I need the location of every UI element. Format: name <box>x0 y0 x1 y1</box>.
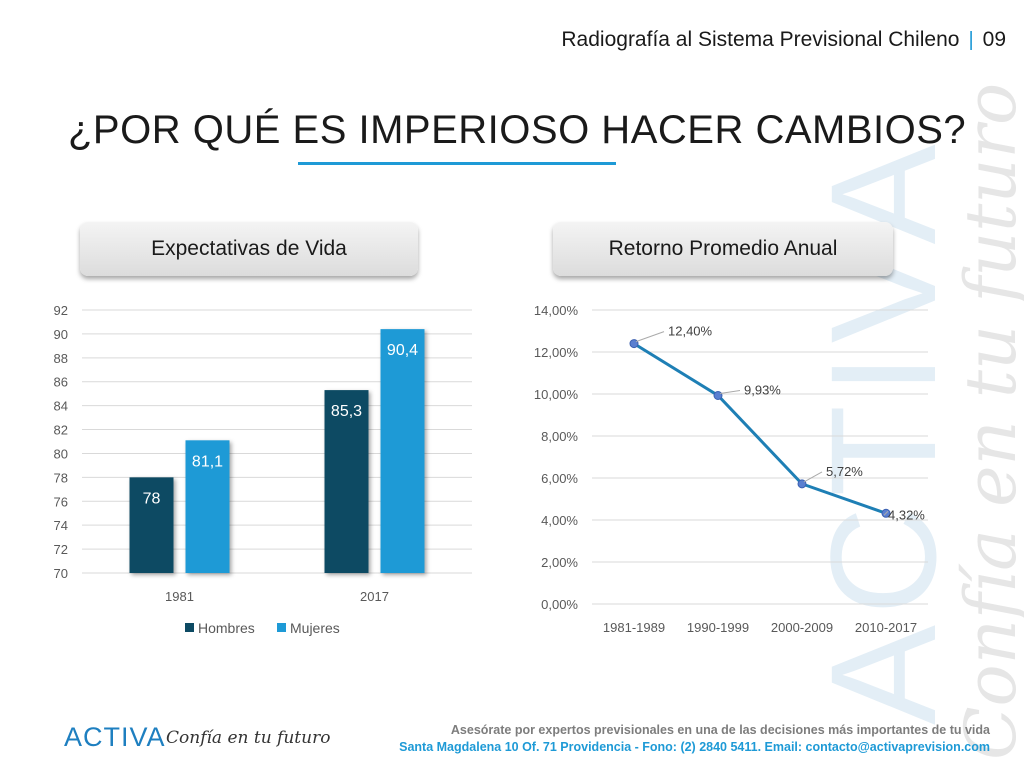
legend-label: Hombres <box>198 620 255 636</box>
data-label-leader <box>719 389 741 394</box>
watermark-tagline: Confía en tu futuro <box>950 83 1024 760</box>
y-tick-label: 10,00% <box>534 387 579 402</box>
y-tick-label: 82 <box>54 423 68 438</box>
y-tick-label: 2,00% <box>541 555 578 570</box>
y-tick-label: 8,00% <box>541 429 578 444</box>
bar-data-label: 85,3 <box>331 403 362 420</box>
legend-swatch-hombres <box>185 623 194 632</box>
bar-chart-expectativas: 70 72 74 76 78 80 82 84 86 88 90 92 78 81,1 1981 85,3 90… <box>54 303 472 636</box>
y-tick-label: 70 <box>54 566 68 581</box>
y-tick-label: 0,00% <box>541 597 578 612</box>
line-data-label: 9,93% <box>744 382 781 397</box>
y-tick-label: 76 <box>54 494 68 509</box>
x-tick-label: 1981 <box>165 589 194 604</box>
footer-contact: Asesórate por expertos previsionales en … <box>399 722 990 756</box>
y-tick-label: 86 <box>54 375 68 390</box>
title-underline <box>298 162 616 165</box>
footer-line2: Santa Magdalena 10 Of. 71 Providencia - … <box>399 740 990 754</box>
data-label-leader <box>635 331 665 343</box>
bar-mujeres <box>185 440 230 573</box>
y-tick-label: 72 <box>54 542 68 557</box>
bar-data-label: 78 <box>143 490 161 507</box>
y-tick-label: 6,00% <box>541 471 578 486</box>
line-chart-retorno: 0,00% 2,00% 4,00% 6,00% 8,00% 10,00% 12,00% 14,… <box>534 303 928 635</box>
y-tick-label: 14,00% <box>534 303 579 318</box>
footer-tagline: Confía en tu futuro <box>166 728 331 748</box>
pill-retorno: Retorno Promedio Anual <box>553 222 893 276</box>
y-tick-label: 90 <box>54 327 68 342</box>
y-tick-label: 80 <box>54 446 68 461</box>
line-data-label: 4,32% <box>888 507 925 522</box>
header-separator: | <box>968 28 974 51</box>
pill-expectativas: Expectativas de Vida <box>80 222 418 276</box>
x-tick-label: 2010-2017 <box>855 620 917 635</box>
presentation-subtitle: Radiografía al Sistema Previsional Chile… <box>561 28 960 51</box>
bar-data-label: 90,4 <box>387 342 418 359</box>
y-tick-label: 74 <box>54 518 68 533</box>
y-tick-label: 4,00% <box>541 513 578 528</box>
page-number: 09 <box>982 28 1006 51</box>
footer-logo: ACTIVA <box>64 722 166 752</box>
y-tick-label: 92 <box>54 303 68 318</box>
x-tick-label: 2000-2009 <box>771 620 833 635</box>
y-tick-label: 88 <box>54 351 68 366</box>
y-tick-label: 12,00% <box>534 345 579 360</box>
x-tick-label: 1990-1999 <box>687 620 749 635</box>
data-label-leader <box>883 510 889 516</box>
data-point <box>713 390 723 400</box>
y-tick-label: 84 <box>54 399 68 414</box>
series-line <box>633 342 887 515</box>
slide-title: ¿POR QUÉ ES IMPERIOSO HACER CAMBIOS? <box>68 108 967 152</box>
x-tick-label: 1981-1989 <box>603 620 665 635</box>
slide-header: Radiografía al Sistema Previsional Chile… <box>561 28 1006 52</box>
bar-hombres <box>324 390 369 573</box>
line-data-label: 5,72% <box>826 464 863 479</box>
y-tick-label: 78 <box>54 470 68 485</box>
line-data-label: 12,40% <box>668 324 713 339</box>
x-tick-label: 2017 <box>360 589 389 604</box>
bar-mujeres <box>380 329 425 573</box>
data-point <box>629 339 639 349</box>
legend-label: Mujeres <box>290 620 340 636</box>
bar-data-label: 81,1 <box>192 453 223 470</box>
data-label-leader <box>803 471 823 483</box>
footer-line1: Asesórate por expertos previsionales en … <box>450 723 990 737</box>
bar-hombres <box>129 477 174 573</box>
legend-swatch-mujeres <box>277 623 286 632</box>
